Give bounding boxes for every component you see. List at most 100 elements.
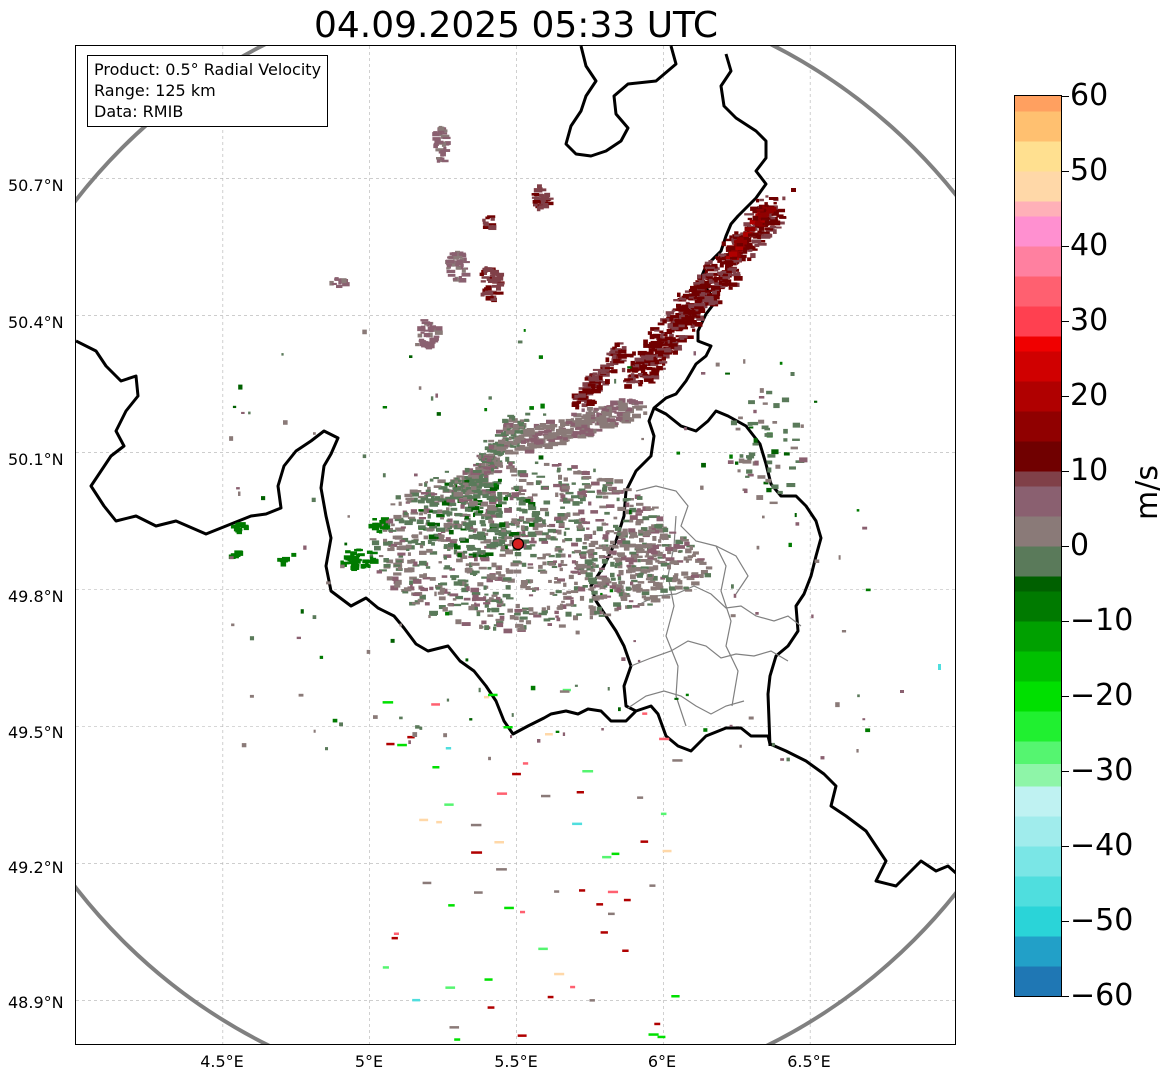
echo-cell: [681, 297, 687, 301]
echo-cell: [646, 367, 653, 371]
echo-cell: [406, 548, 410, 551]
echo-cell: [479, 453, 487, 458]
echo-cell: [452, 603, 462, 607]
echo-cell: [627, 543, 636, 548]
echo-cell: [576, 563, 585, 569]
echo-cell: [635, 359, 645, 365]
lat-label: 49.5°N: [8, 723, 64, 742]
echo-cell: [649, 595, 658, 600]
echo-cell: [622, 592, 627, 597]
echo-cell: [653, 581, 660, 587]
echo-cell: [492, 591, 499, 595]
echo-cell: [667, 317, 673, 322]
echo-cell: [385, 518, 394, 524]
echo-cell: [522, 429, 531, 434]
echo-cell: [586, 399, 596, 405]
echo-cell: [491, 447, 497, 450]
echo-cell: [440, 157, 445, 161]
colorbar-tick: [1062, 921, 1069, 922]
echo-cell: [725, 273, 732, 276]
echo-cell: [588, 577, 597, 583]
colorbar-segment: [1015, 786, 1061, 817]
echo-cell: [585, 419, 592, 424]
echo-cell: [454, 477, 459, 480]
echo-cell: [600, 592, 603, 595]
echo-cell: [632, 557, 638, 563]
echo-cell: [387, 547, 395, 552]
echo-cell: [521, 539, 530, 544]
echo-cell: [591, 481, 600, 486]
echo-cell: [642, 516, 650, 521]
radar-map[interactable]: [75, 45, 956, 1045]
echo-cell: [586, 490, 595, 493]
echo-cell: [800, 424, 804, 428]
echo-cell: [503, 726, 513, 729]
echo-cell: [657, 322, 665, 326]
echo-cell: [763, 481, 769, 485]
colorbar-tick-label: −50: [1070, 903, 1134, 938]
echo-cell: [374, 545, 381, 551]
echo-cell: [475, 462, 479, 466]
echo-cell: [645, 559, 653, 565]
echo-cell: [420, 325, 426, 331]
echo-cell: [620, 544, 629, 547]
echo-cell: [519, 616, 528, 620]
echo-cell: [573, 470, 582, 475]
echo-cell: [564, 527, 570, 530]
echo-cell: [724, 254, 730, 258]
echo-cell: [547, 995, 554, 999]
echo-cell: [491, 599, 500, 603]
echo-cell: [298, 693, 304, 697]
echo-cell: [611, 369, 618, 374]
echo-cell: [745, 475, 750, 478]
echo-cell: [667, 544, 672, 548]
echo-cell: [371, 526, 380, 531]
echo-cell: [595, 595, 604, 600]
echo-cell: [725, 372, 730, 375]
echo-cell: [614, 378, 617, 384]
echo-cell: [499, 553, 506, 557]
echo-cell: [470, 470, 481, 476]
echo-cell: [494, 508, 502, 513]
echo-cell: [538, 612, 547, 616]
echo-cell: [524, 626, 527, 630]
echo-cell: [553, 560, 558, 563]
echo-cell: [637, 659, 641, 663]
echo-cell: [570, 985, 576, 989]
echo-cell: [238, 491, 241, 496]
echo-cell: [498, 613, 505, 616]
echo-cell: [470, 562, 480, 566]
echo-cell: [556, 441, 567, 446]
echo-cell: [664, 341, 668, 346]
echo-cell: [471, 592, 481, 596]
echo-cell: [511, 418, 516, 421]
echo-cell: [393, 514, 402, 519]
echo-cell: [624, 384, 632, 389]
echo-cell: [527, 504, 534, 507]
echo-cell: [701, 277, 705, 281]
echo-cell: [748, 426, 754, 429]
echo-cell: [773, 229, 777, 234]
echo-cell: [347, 515, 350, 518]
echo-cell: [522, 509, 528, 514]
echo-cell: [644, 555, 652, 558]
radar-site-marker[interactable]: [511, 537, 525, 551]
echo-cell: [636, 502, 644, 506]
echo-cell: [543, 486, 549, 490]
echo-cell: [684, 290, 690, 293]
echo-cell: [558, 563, 562, 568]
echo-cell: [459, 581, 467, 587]
echo-cell: [672, 344, 682, 350]
colorbar-segment: [1015, 201, 1061, 217]
echo-cell: [564, 513, 571, 517]
echo-cell: [505, 428, 511, 433]
echo-cell: [466, 490, 472, 494]
echo-cell: [402, 513, 409, 518]
echo-cell: [600, 931, 608, 934]
echo-cell: [675, 327, 683, 332]
echo-cell: [477, 531, 485, 536]
echo-cell: [510, 532, 520, 536]
echo-cell: [582, 542, 587, 545]
echo-cell: [521, 535, 529, 538]
echo-cell: [249, 636, 255, 641]
